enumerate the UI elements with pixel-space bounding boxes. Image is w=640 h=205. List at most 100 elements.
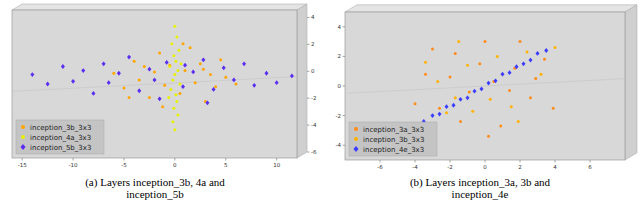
point [171, 120, 174, 123]
y-tick-label: -4 [311, 122, 317, 128]
point [153, 70, 156, 73]
point [232, 78, 236, 83]
y-tick-label: 0 [338, 83, 342, 89]
x-tick-label: -4 [412, 164, 418, 170]
y-tick [343, 145, 346, 146]
point [163, 84, 166, 87]
legend-label: inception_4a_3x3 [30, 134, 91, 142]
caption: (a) Layers inception_3b, 4a and inceptio… [80, 176, 230, 200]
point [496, 55, 499, 58]
point [508, 70, 512, 75]
point [201, 57, 205, 62]
point [478, 62, 481, 65]
x-tick [485, 160, 486, 163]
point [466, 95, 470, 100]
box-edge [345, 79, 625, 94]
point [517, 120, 520, 123]
plot-frame [12, 10, 297, 158]
point [445, 111, 448, 114]
point [519, 40, 522, 43]
legend: inception_3b_3x3inception_4a_3x3inceptio… [16, 120, 104, 154]
point [459, 97, 463, 102]
point [138, 78, 141, 81]
box-side [297, 4, 307, 158]
point [182, 42, 185, 45]
x-tick-label: -6 [377, 164, 383, 170]
point [143, 65, 146, 68]
x-tick-label: -5 [121, 162, 127, 168]
x-tick-label: 6 [588, 164, 592, 170]
point [454, 52, 457, 55]
point [173, 25, 176, 28]
point [122, 87, 125, 90]
y-tick-label: 0 [311, 68, 315, 74]
point [459, 120, 462, 123]
x-tick [590, 160, 591, 163]
y-tick-label: 4 [311, 14, 315, 20]
point [30, 72, 34, 77]
point [275, 80, 279, 85]
point [61, 64, 65, 69]
y-tick-label: 2 [338, 53, 342, 59]
point [290, 74, 294, 79]
point [510, 105, 513, 108]
point [554, 46, 557, 49]
y-tick [343, 56, 346, 57]
point [544, 48, 548, 53]
legend-label: inception_3a_3x3 [363, 126, 424, 134]
x-tick-label: 2 [518, 164, 522, 170]
legend-label: inception_3b_3x3 [363, 136, 424, 144]
point [173, 73, 176, 76]
y-tick [307, 125, 310, 126]
point [480, 87, 484, 92]
point [184, 69, 187, 72]
point [494, 78, 498, 83]
y-tick-label: -2 [336, 113, 341, 119]
point [219, 58, 222, 61]
y-tick [307, 44, 310, 45]
point [168, 65, 171, 68]
point [264, 71, 268, 76]
panel: -6-4-20246-4-2024inception_3a_3x3incepti… [336, 5, 637, 170]
point [466, 64, 469, 67]
legend-marker [21, 135, 25, 139]
point [438, 112, 442, 117]
point [414, 102, 417, 105]
point [224, 76, 227, 79]
point [214, 85, 217, 88]
point [178, 92, 181, 95]
point [175, 35, 178, 38]
point [489, 98, 492, 101]
point [177, 49, 180, 52]
box-edge [12, 77, 297, 92]
x-tick [380, 160, 381, 163]
point [209, 73, 212, 76]
point [471, 110, 474, 113]
point [529, 96, 532, 99]
point [526, 50, 529, 53]
point [173, 128, 176, 131]
x-tick-label: 4 [553, 164, 557, 170]
point [128, 96, 131, 99]
point [515, 64, 519, 69]
point [174, 60, 177, 63]
x-tick [174, 158, 175, 161]
point [189, 46, 192, 49]
point [529, 58, 533, 63]
y-tick [307, 98, 310, 99]
legend-label: inception_4e_3x3 [363, 146, 424, 154]
point [171, 78, 174, 81]
x-tick-label: 5 [224, 162, 228, 168]
legend: inception_3a_3x3 inception_3b_3x3 inceptio… [349, 122, 437, 156]
point [127, 55, 131, 60]
x-tick [73, 158, 74, 161]
point [107, 80, 111, 85]
point [179, 62, 182, 65]
point [424, 61, 427, 64]
plot-frame [345, 12, 625, 160]
point [431, 113, 435, 118]
y-tick-label: 4 [338, 24, 342, 30]
y-tick [307, 71, 310, 72]
caption: (b) Layers inception_3a, 3b and inceptio… [405, 176, 555, 200]
point [252, 83, 256, 88]
